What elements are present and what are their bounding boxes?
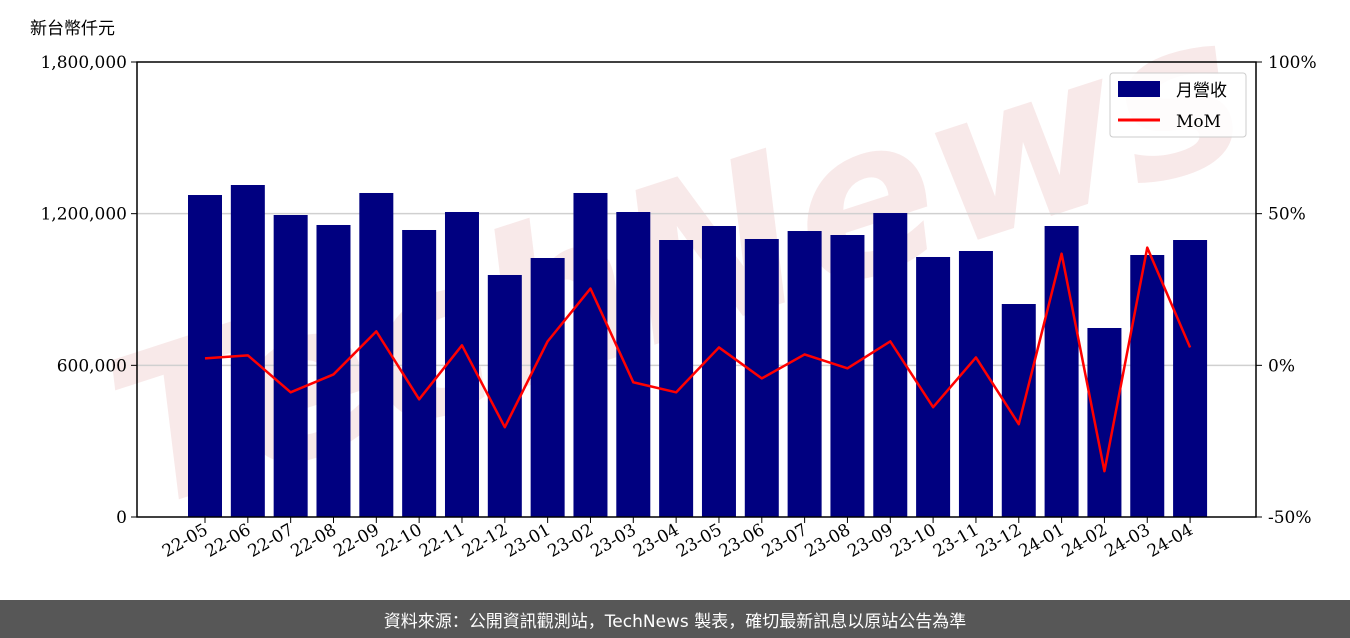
x-tick-label: 24-01 [1016, 520, 1068, 562]
x-tick-label: 22-11 [416, 520, 468, 562]
bar-23-01 [530, 258, 565, 517]
bar-23-11 [958, 251, 993, 517]
bar-23-07 [787, 231, 822, 518]
unit-label: 新台幣仟元 [30, 19, 115, 39]
bar-23-04 [659, 240, 694, 517]
legend: 月營收 MoM [1109, 72, 1247, 138]
right-tick-label: -50% [1268, 508, 1312, 528]
right-tick-label: 0% [1268, 356, 1295, 376]
bar-24-04 [1173, 240, 1208, 517]
x-tick-label: 24-02 [1058, 520, 1110, 562]
bar-23-05 [701, 226, 736, 517]
bar-23-03 [616, 211, 651, 517]
bar-23-12 [1001, 304, 1036, 517]
x-tick-label: 22-12 [459, 520, 511, 562]
x-tick-label: 23-09 [844, 520, 896, 562]
x-tick-label: 23-02 [545, 520, 597, 562]
x-tick-label: 23-10 [887, 520, 939, 562]
right-tick-label: 100% [1268, 53, 1317, 73]
x-tick-label: 23-01 [502, 520, 554, 562]
plot-frame [136, 61, 1257, 518]
bar-23-09 [873, 213, 908, 517]
left-tick-label: 600,000 [57, 356, 127, 376]
legend-bar-swatch [1118, 81, 1160, 97]
left-tick-label: 0 [116, 508, 127, 528]
mom-line [204, 246, 1192, 473]
bar-24-01 [1044, 226, 1079, 517]
right-tick-label: 50% [1268, 205, 1306, 225]
revenue-chart: 新台幣仟元 TechNews 0600,0001,200,0001,800,00… [30, 0, 1317, 562]
x-tick-label: 22-09 [330, 520, 382, 562]
bar-23-08 [830, 235, 865, 518]
x-tick-label: 24-04 [1144, 520, 1196, 562]
legend-label-revenue: 月營收 [1176, 81, 1227, 101]
footer-source: 資料來源：公開資訊觀測站，TechNews 製表，確切最新訊息以原站公告為準 [0, 600, 1350, 638]
left-tick-label: 1,800,000 [40, 53, 127, 73]
bar-22-10 [402, 229, 437, 518]
x-tick-label: 22-10 [373, 520, 425, 562]
x-tick-label: 23-04 [630, 520, 682, 562]
left-tick-label: 1,200,000 [40, 205, 127, 225]
x-tick-label: 23-06 [716, 520, 768, 562]
x-tick-label: 23-12 [973, 520, 1025, 562]
x-tick-label: 23-08 [802, 520, 854, 562]
bar-24-03 [1130, 254, 1165, 517]
bar-22-12 [487, 274, 522, 517]
legend-label-mom: MoM [1176, 112, 1221, 132]
bar-22-09 [359, 192, 394, 517]
x-tick-label: 23-05 [673, 520, 725, 562]
bar-22-05 [188, 195, 222, 518]
x-tick-label: 22-08 [288, 520, 340, 562]
x-tick-label: 23-03 [587, 520, 639, 562]
x-tick-label: 23-07 [759, 520, 811, 562]
bar-22-06 [230, 185, 265, 518]
bar-22-08 [316, 224, 351, 518]
bar-24-02 [1087, 327, 1122, 517]
bar-22-07 [273, 215, 308, 517]
x-tick-label: 23-11 [930, 520, 982, 562]
bar-23-10 [916, 256, 951, 517]
bar-22-11 [444, 211, 479, 517]
bar-23-02 [573, 192, 608, 517]
x-tick-label: 24-03 [1101, 520, 1153, 562]
